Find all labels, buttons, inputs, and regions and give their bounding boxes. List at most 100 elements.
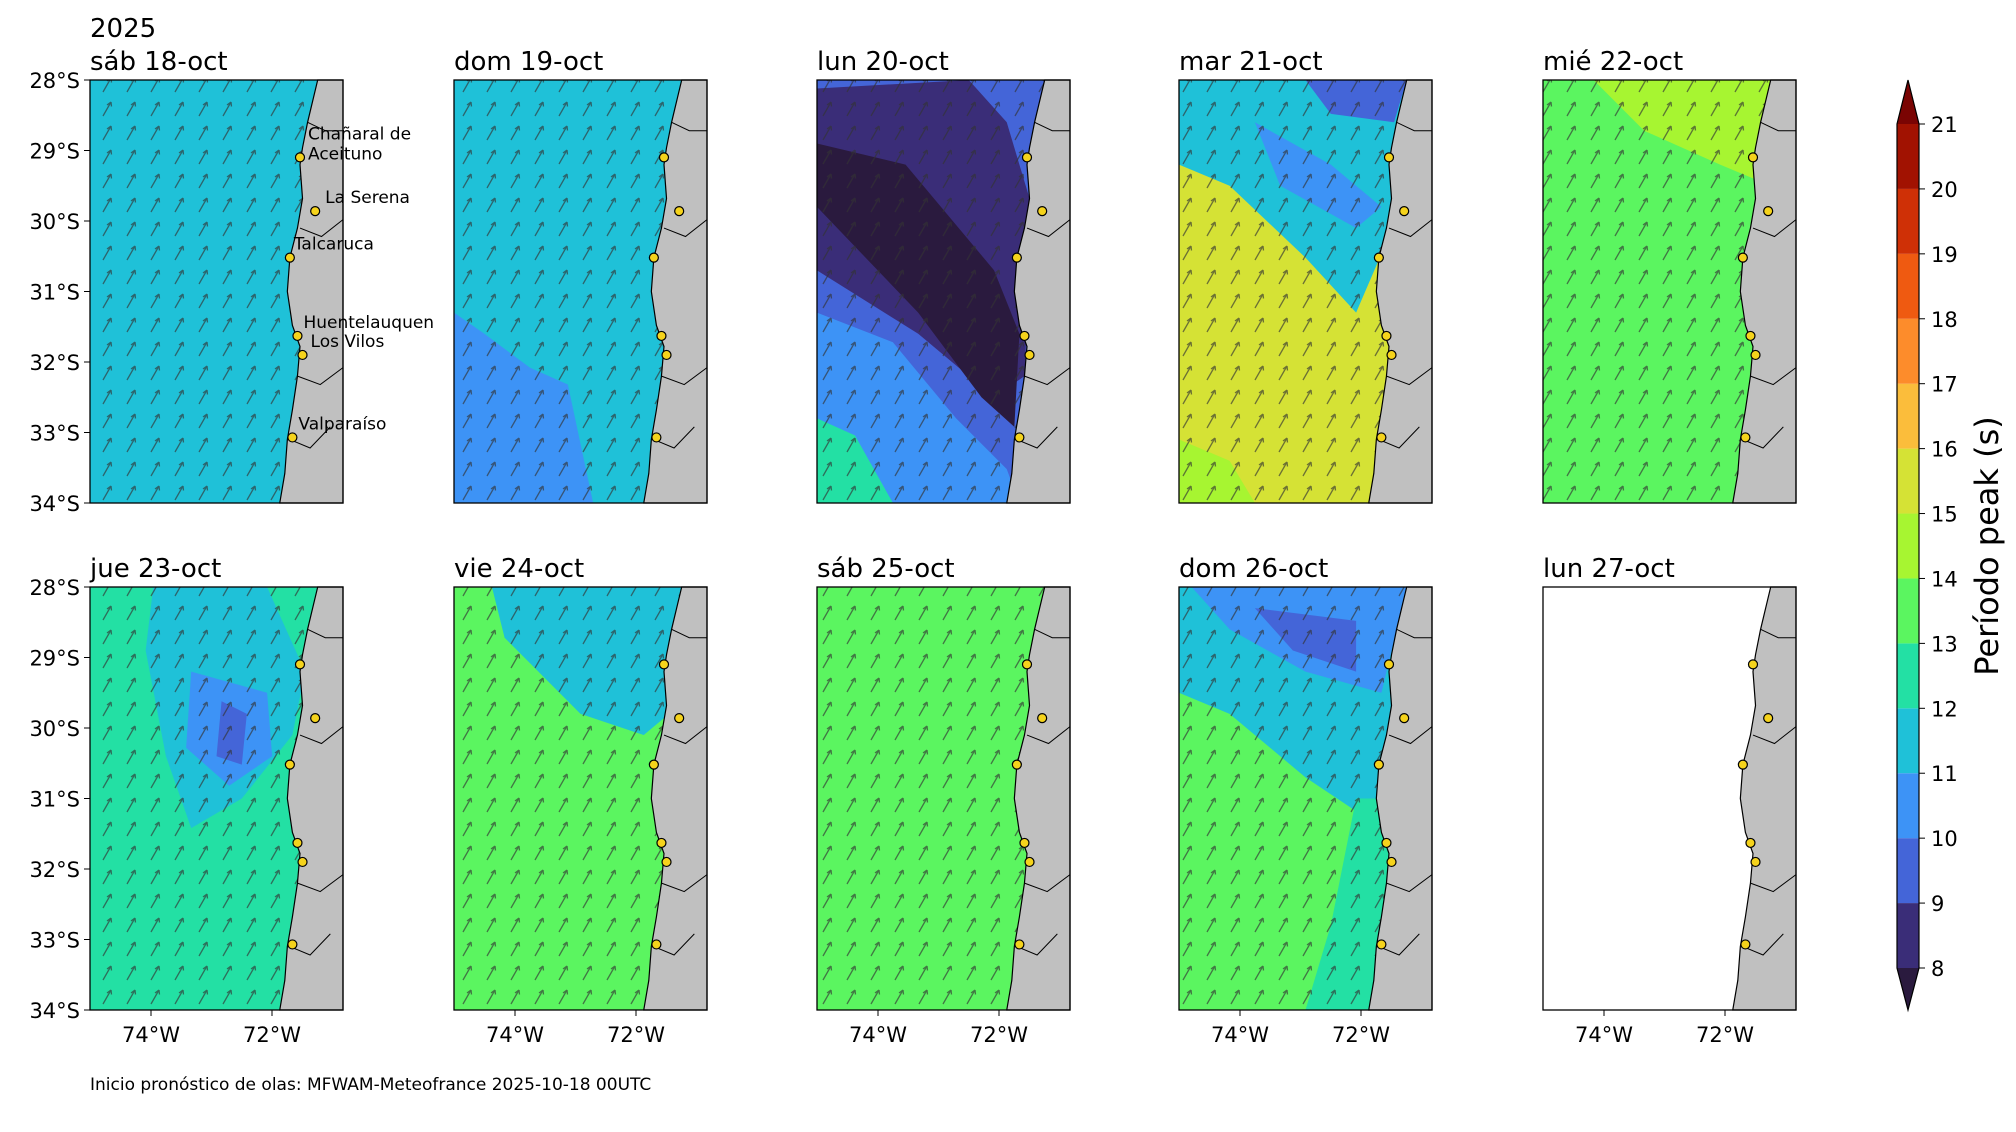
city-marker: [674, 713, 685, 724]
city-marker: [1011, 252, 1022, 263]
border: [1034, 121, 1070, 132]
map-panel: lun 20-oct: [816, 47, 1071, 504]
city-marker: [656, 837, 667, 849]
colorbar-tick-label: 20: [1931, 178, 1958, 202]
border: [299, 726, 344, 745]
city-marker: [1021, 659, 1033, 670]
colorbar-segment: [1897, 903, 1919, 968]
lat-label: 29°S: [29, 140, 80, 164]
city-label: Los Vilos: [311, 332, 385, 352]
colorbar-tick-label: 15: [1931, 503, 1958, 527]
lat-label: 33°S: [29, 422, 80, 446]
border: [1386, 367, 1433, 386]
panel-frame: [816, 79, 1071, 504]
lon-label: 74°W: [1575, 1023, 1633, 1047]
city-marker: [661, 349, 672, 361]
city-marker: [1763, 206, 1774, 217]
city-marker: [1373, 252, 1384, 263]
city-label: Aceituno: [308, 144, 382, 164]
colorbar-tick-label: 16: [1931, 438, 1958, 462]
city-marker: [1747, 659, 1759, 670]
colorbar-tick-label: 18: [1931, 308, 1958, 332]
border: [1750, 874, 1797, 893]
colorbar-tick-label: 8: [1931, 957, 1944, 981]
map-panel: dom 19-oct: [453, 47, 708, 504]
border: [1026, 726, 1071, 745]
colorbar-tick-label: 19: [1931, 243, 1958, 267]
city-marker: [292, 330, 303, 342]
panel-title: mié 22-oct: [1543, 47, 1683, 77]
city-marker: [1740, 939, 1751, 950]
border: [297, 367, 344, 386]
city-marker: [1019, 837, 1030, 849]
colorbar-segment: [1897, 773, 1919, 839]
city-marker: [297, 349, 308, 361]
city-marker: [294, 659, 306, 670]
panel-title: lun 27-oct: [1543, 554, 1675, 584]
city-marker: [1386, 856, 1397, 868]
city-marker: [297, 856, 308, 868]
city-marker: [284, 252, 295, 263]
border: [289, 426, 331, 449]
lat-label: 34°S: [29, 999, 80, 1023]
panel-title: lun 20-oct: [817, 47, 949, 77]
panel-frame: [1178, 79, 1433, 504]
lat-label: 31°S: [29, 788, 80, 812]
year: 2025: [90, 14, 156, 44]
colorbar-tick-label: 13: [1931, 632, 1958, 656]
lat-label: 30°S: [29, 717, 80, 741]
border: [671, 628, 707, 639]
border: [1750, 367, 1797, 386]
border: [653, 426, 695, 449]
border: [297, 874, 344, 893]
colorbar-segment: [1897, 383, 1919, 449]
city-label: Huentelauquen: [303, 313, 434, 333]
colorbar-tick-label: 14: [1931, 567, 1958, 591]
map-panel: sáb 25-oct 74°W 72°W: [816, 554, 1071, 1047]
lon-label: 74°W: [486, 1023, 544, 1047]
border: [1752, 219, 1797, 238]
panel-frame: [1542, 586, 1797, 1011]
panel-title: sáb 25-oct: [817, 554, 955, 584]
city-marker: [1024, 349, 1035, 361]
border: [1752, 726, 1797, 745]
border: [1742, 426, 1784, 449]
border: [653, 933, 695, 956]
lat-label: 34°S: [29, 492, 80, 516]
city-label: La Serena: [325, 188, 410, 208]
city-marker: [287, 432, 298, 443]
lon-label: 72°W: [1696, 1023, 1754, 1047]
colorbar-segment: [1897, 513, 1919, 579]
colorbar-segment: [1897, 448, 1919, 514]
city-marker: [1383, 659, 1395, 670]
colorbar-segment: [1897, 318, 1919, 384]
panel-title: mar 21-oct: [1179, 47, 1323, 77]
colorbar-tick-label: 9: [1931, 892, 1944, 916]
city-marker: [1386, 349, 1397, 361]
colorbar-tick-label: 12: [1931, 697, 1958, 721]
city-marker: [310, 713, 321, 724]
city-marker: [651, 432, 662, 443]
colorbar-tick-label: 10: [1931, 827, 1958, 851]
border: [1388, 219, 1433, 238]
city-marker: [1037, 206, 1048, 217]
city-marker: [1024, 856, 1035, 868]
city-marker: [1373, 759, 1384, 770]
map-panel: jue 23-oct 28°S 29°S 30°S 31°S 32°S 33°S 34°S 74…: [29, 554, 344, 1047]
city-marker: [1376, 432, 1387, 443]
border: [1386, 874, 1433, 893]
panel-title: sáb 18-oct: [90, 47, 228, 77]
border: [1026, 219, 1071, 238]
city-marker: [1745, 837, 1756, 849]
lon-label: 72°W: [243, 1023, 301, 1047]
colorbar-segment: [1897, 708, 1919, 774]
city-marker: [658, 659, 670, 670]
panel-frame: [1542, 79, 1797, 504]
city-marker: [1037, 713, 1048, 724]
border: [1024, 367, 1071, 386]
colorbar-under: [1897, 968, 1919, 1010]
lon-label: 72°W: [1332, 1023, 1390, 1047]
city-marker: [292, 837, 303, 849]
